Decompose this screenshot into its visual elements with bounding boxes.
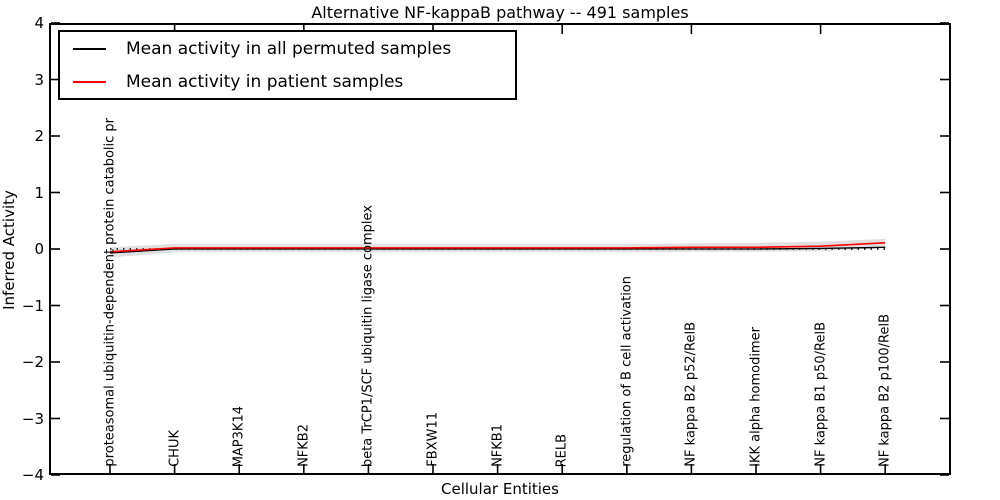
- x-tick-label: IKK alpha homodimer: [748, 327, 764, 467]
- y-tick-label: 0: [34, 240, 44, 258]
- y-tick-label: −4: [21, 466, 44, 484]
- x-tick-label: NF kappa B2 p100/RelB: [877, 314, 893, 467]
- x-tick-label: NFKB2: [296, 424, 312, 467]
- patient-line-swatch: [73, 80, 106, 83]
- y-tick-label: 3: [34, 70, 44, 89]
- y-tick-label: 2: [34, 127, 44, 145]
- x-tick-label: FBXW11: [425, 412, 441, 467]
- chart-title: Alternative NF-kappaB pathway -- 491 sam…: [311, 3, 689, 22]
- x-axis-title: Cellular Entities: [441, 480, 559, 498]
- legend-label: Mean activity in patient samples: [126, 71, 404, 92]
- x-tick-label: proteasomal ubiquitin-dependent protein …: [102, 118, 118, 467]
- permuted-mean-line: [109, 246, 886, 254]
- x-tick-label: regulation of B cell activation: [619, 276, 635, 467]
- y-tick-label: 4: [34, 14, 44, 32]
- legend-item-permuted: Mean activity in all permuted samples: [60, 32, 515, 65]
- y-tick-label: 1: [34, 183, 44, 202]
- legend: Mean activity in all permuted samples Me…: [58, 30, 517, 100]
- x-tick-label: NFKB1: [490, 424, 506, 467]
- x-tick-label: beta TrCP1/SCF ubiquitin ligase complex: [360, 204, 376, 467]
- legend-label: Mean activity in all permuted samples: [126, 38, 452, 59]
- x-tick-label: NF kappa B2 p52/RelB: [683, 322, 699, 467]
- legend-item-patient: Mean activity in patient samples: [60, 65, 515, 98]
- y-tick-label: −1: [21, 296, 44, 315]
- y-tick-label: −3: [21, 409, 44, 428]
- patient-mean-line: [109, 241, 886, 253]
- x-tick-label: CHUK: [167, 430, 183, 467]
- permuted-line-swatch: [73, 47, 106, 50]
- x-tick-label: NF kappa B1 p50/RelB: [813, 322, 829, 467]
- x-tick-label: RELB: [554, 433, 570, 467]
- x-tick-label: MAP3K14: [231, 405, 247, 467]
- y-tick-label: −2: [21, 353, 44, 371]
- y-axis-title: Inferred Activity: [0, 190, 18, 310]
